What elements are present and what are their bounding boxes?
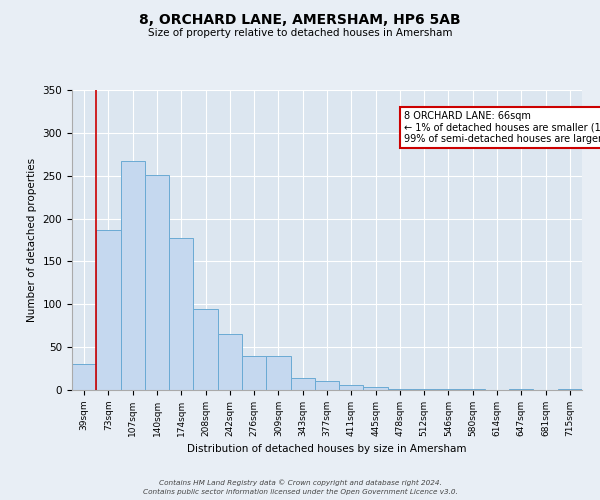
Y-axis label: Number of detached properties: Number of detached properties: [27, 158, 37, 322]
Bar: [388, 389, 412, 390]
Bar: [218, 334, 242, 390]
Bar: [72, 364, 96, 390]
X-axis label: Distribution of detached houses by size in Amersham: Distribution of detached houses by size …: [187, 444, 467, 454]
Text: Contains public sector information licensed under the Open Government Licence v3: Contains public sector information licen…: [143, 489, 457, 495]
Text: 8, ORCHARD LANE, AMERSHAM, HP6 5AB: 8, ORCHARD LANE, AMERSHAM, HP6 5AB: [139, 12, 461, 26]
Bar: [364, 386, 388, 390]
Bar: [121, 161, 145, 390]
Bar: [242, 356, 266, 390]
Text: Size of property relative to detached houses in Amersham: Size of property relative to detached ho…: [148, 28, 452, 38]
Bar: [145, 175, 169, 390]
Bar: [436, 389, 461, 390]
Bar: [193, 308, 218, 390]
Text: Contains HM Land Registry data © Crown copyright and database right 2024.: Contains HM Land Registry data © Crown c…: [158, 480, 442, 486]
Text: 8 ORCHARD LANE: 66sqm
← 1% of detached houses are smaller (16)
99% of semi-detac: 8 ORCHARD LANE: 66sqm ← 1% of detached h…: [404, 111, 600, 144]
Bar: [412, 389, 436, 390]
Bar: [558, 389, 582, 390]
Bar: [315, 382, 339, 390]
Bar: [96, 230, 121, 390]
Bar: [290, 378, 315, 390]
Bar: [169, 238, 193, 390]
Bar: [509, 389, 533, 390]
Bar: [266, 356, 290, 390]
Bar: [339, 385, 364, 390]
Bar: [461, 389, 485, 390]
